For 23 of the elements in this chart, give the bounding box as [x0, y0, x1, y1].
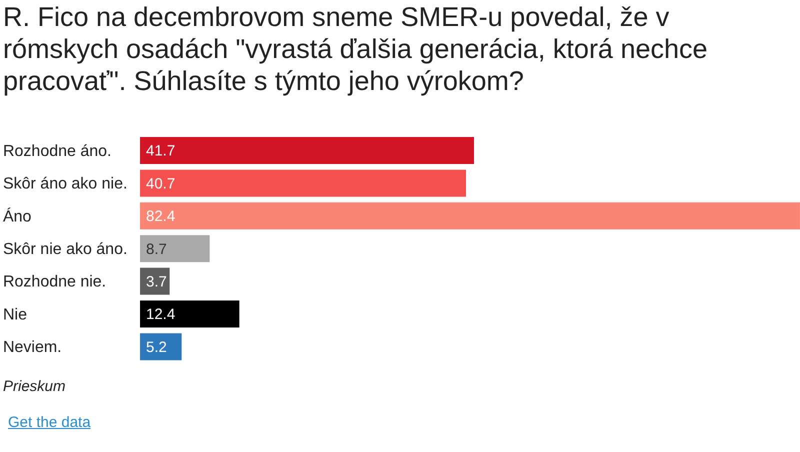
bar [140, 235, 210, 262]
y-tick-label: Rozhodne nie. [3, 274, 106, 291]
data-label: 12.4 [146, 306, 176, 324]
y-tick-label: Skôr áno ako nie. [3, 176, 128, 193]
data-label: 41.7 [146, 142, 176, 160]
y-tick-label: Skôr nie ako áno. [3, 241, 128, 258]
data-label: 8.7 [146, 240, 167, 258]
y-tick-label: Neviem. [3, 339, 62, 356]
bar [140, 170, 466, 197]
text: Prieskum [3, 378, 66, 396]
data-label: 82.4 [146, 208, 176, 226]
y-tick-label: Rozhodne áno. [3, 142, 112, 160]
bar [140, 300, 240, 328]
data-label: 40.7 [146, 175, 176, 192]
bar [140, 333, 182, 360]
bar [140, 137, 474, 164]
y-tick-label: Áno [3, 207, 32, 226]
y-tick-label: Nie [3, 306, 28, 324]
bar [140, 202, 800, 230]
chart-title: R. Fico na decembrovom sneme SMER-u povedal, že v rómskych osadách "vyrastá ďalšia generácia, ktorá nechce pracovať". Súhlasíte s týmto jeho výrokom? [3, 1, 709, 97]
data-label: 5.2 [146, 338, 167, 356]
data-label: 3.7 [146, 274, 167, 291]
text: Get the data [8, 414, 91, 432]
